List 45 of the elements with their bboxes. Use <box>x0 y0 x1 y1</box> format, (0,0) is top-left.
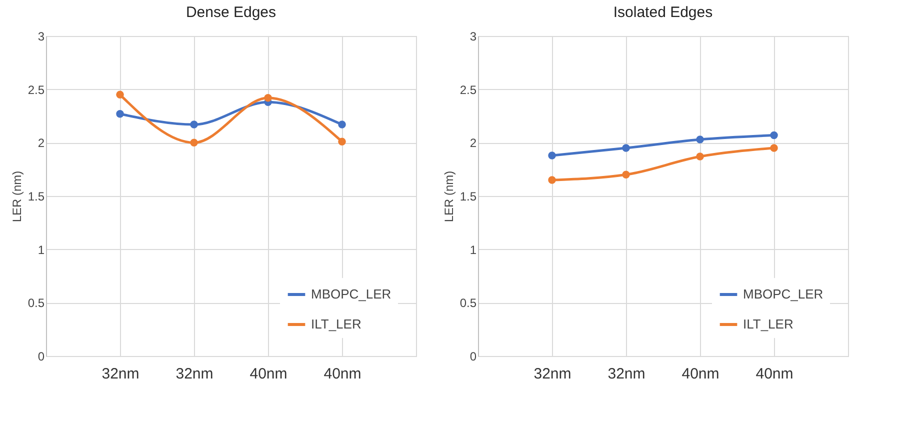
y-tick-label: 2 <box>470 136 477 150</box>
legend-label: MBOPC_LER <box>311 286 392 302</box>
y-tick-label: 1 <box>38 242 45 257</box>
y-tick-label: 2.5 <box>460 82 477 97</box>
point <box>116 90 124 99</box>
x-tick-label: 32nm <box>608 366 646 382</box>
y-tick-label: 2 <box>38 136 45 150</box>
legend-label: MBOPC_LER <box>743 286 824 302</box>
point <box>338 120 346 128</box>
x-tick-label: 40nm <box>682 366 720 382</box>
point <box>116 110 124 118</box>
y-tick-label: 0.5 <box>460 296 477 310</box>
point <box>696 152 704 160</box>
y-tick-label: 1.5 <box>28 190 45 204</box>
legend-label: ILT_LER <box>311 316 362 332</box>
chart-title: Isolated Edges <box>613 4 713 21</box>
chart-title: Dense Edges <box>186 4 276 21</box>
x-tick-label: 40nm <box>756 366 794 382</box>
x-tick-label: 40nm <box>250 366 288 382</box>
point <box>770 131 778 140</box>
point <box>338 138 346 146</box>
point <box>264 94 272 102</box>
y-tick-label: 3 <box>38 30 45 44</box>
x-tick-label: 32nm <box>102 366 140 382</box>
y-tick-label: 2.5 <box>28 82 45 97</box>
x-tick-label: 32nm <box>534 366 572 382</box>
y-axis-title: LER (nm) <box>10 170 24 222</box>
y-tick-label: 3 <box>470 30 477 44</box>
point <box>770 144 778 152</box>
y-tick-label: 0 <box>38 350 45 364</box>
y-tick-label: 0 <box>470 350 477 364</box>
y-tick-label: 1 <box>470 242 477 257</box>
y-tick-label: 1.5 <box>460 190 477 204</box>
point <box>622 144 630 152</box>
point <box>622 170 630 179</box>
y-axis-title: LER (nm) <box>442 170 456 222</box>
point <box>548 152 556 160</box>
y-tick-label: 0.5 <box>28 296 45 310</box>
legend-label: ILT_LER <box>743 316 794 332</box>
point <box>190 138 198 147</box>
x-tick-label: 40nm <box>324 366 362 382</box>
point <box>696 136 704 144</box>
point <box>190 120 198 128</box>
x-tick-label: 32nm <box>176 366 214 382</box>
point <box>548 176 556 184</box>
